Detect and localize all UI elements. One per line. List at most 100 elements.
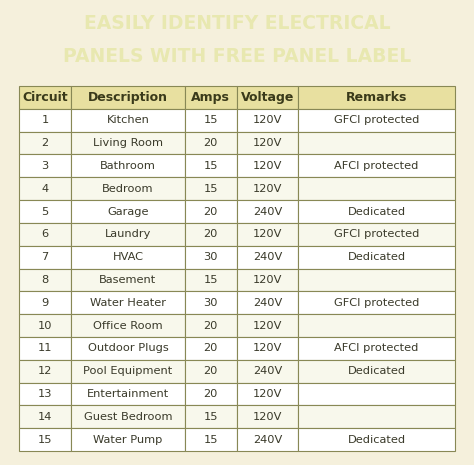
FancyBboxPatch shape: [298, 383, 455, 405]
FancyBboxPatch shape: [19, 154, 71, 177]
FancyBboxPatch shape: [237, 86, 298, 109]
Text: Office Room: Office Room: [93, 320, 163, 331]
FancyBboxPatch shape: [237, 292, 298, 314]
Text: Remarks: Remarks: [346, 91, 407, 104]
FancyBboxPatch shape: [185, 360, 237, 383]
Text: 20: 20: [204, 138, 218, 148]
FancyBboxPatch shape: [298, 360, 455, 383]
FancyBboxPatch shape: [237, 269, 298, 292]
FancyBboxPatch shape: [237, 246, 298, 269]
Text: 7: 7: [42, 252, 49, 262]
FancyBboxPatch shape: [19, 223, 71, 246]
FancyBboxPatch shape: [185, 246, 237, 269]
FancyBboxPatch shape: [71, 383, 185, 405]
Text: Pool Equipment: Pool Equipment: [83, 366, 173, 376]
FancyBboxPatch shape: [19, 337, 71, 360]
Text: 30: 30: [204, 252, 218, 262]
FancyBboxPatch shape: [185, 132, 237, 154]
Text: GFCI protected: GFCI protected: [334, 229, 419, 239]
FancyBboxPatch shape: [19, 360, 71, 383]
FancyBboxPatch shape: [298, 314, 455, 337]
Text: Description: Description: [88, 91, 168, 104]
FancyBboxPatch shape: [19, 428, 71, 451]
FancyBboxPatch shape: [298, 428, 455, 451]
Text: Living Room: Living Room: [93, 138, 163, 148]
Text: 1: 1: [42, 115, 49, 125]
Text: 15: 15: [204, 275, 218, 285]
Text: Dedicated: Dedicated: [347, 206, 406, 217]
Text: Water Pump: Water Pump: [93, 435, 163, 445]
FancyBboxPatch shape: [237, 132, 298, 154]
FancyBboxPatch shape: [19, 86, 71, 109]
Text: GFCI protected: GFCI protected: [334, 115, 419, 125]
Text: Bedroom: Bedroom: [102, 184, 154, 194]
Text: EASILY IDENTIFY ELECTRICAL: EASILY IDENTIFY ELECTRICAL: [84, 14, 390, 33]
Text: 20: 20: [204, 343, 218, 353]
FancyBboxPatch shape: [237, 109, 298, 132]
FancyBboxPatch shape: [71, 269, 185, 292]
FancyBboxPatch shape: [237, 337, 298, 360]
FancyBboxPatch shape: [19, 132, 71, 154]
FancyBboxPatch shape: [185, 383, 237, 405]
Text: 6: 6: [42, 229, 49, 239]
FancyBboxPatch shape: [237, 314, 298, 337]
Text: 2: 2: [42, 138, 49, 148]
FancyBboxPatch shape: [71, 405, 185, 428]
Text: 120V: 120V: [253, 161, 282, 171]
FancyBboxPatch shape: [19, 383, 71, 405]
FancyBboxPatch shape: [185, 109, 237, 132]
Text: 10: 10: [38, 320, 52, 331]
FancyBboxPatch shape: [185, 269, 237, 292]
Text: 120V: 120V: [253, 389, 282, 399]
Text: 20: 20: [204, 229, 218, 239]
Text: 3: 3: [42, 161, 49, 171]
Text: 11: 11: [38, 343, 52, 353]
Text: 240V: 240V: [253, 206, 282, 217]
Text: 120V: 120V: [253, 320, 282, 331]
FancyBboxPatch shape: [185, 154, 237, 177]
Text: 15: 15: [38, 435, 52, 445]
Text: 8: 8: [42, 275, 49, 285]
Text: Voltage: Voltage: [241, 91, 294, 104]
FancyBboxPatch shape: [298, 86, 455, 109]
Text: 15: 15: [204, 435, 218, 445]
FancyBboxPatch shape: [71, 337, 185, 360]
Text: 15: 15: [204, 161, 218, 171]
Text: GFCI protected: GFCI protected: [334, 298, 419, 308]
FancyBboxPatch shape: [71, 360, 185, 383]
FancyBboxPatch shape: [237, 223, 298, 246]
Text: 120V: 120V: [253, 343, 282, 353]
FancyBboxPatch shape: [298, 337, 455, 360]
FancyBboxPatch shape: [19, 269, 71, 292]
Text: 12: 12: [38, 366, 52, 376]
Text: 240V: 240V: [253, 252, 282, 262]
Text: PANELS WITH FREE PANEL LABEL: PANELS WITH FREE PANEL LABEL: [63, 46, 411, 66]
FancyBboxPatch shape: [19, 177, 71, 200]
Text: 4: 4: [42, 184, 49, 194]
FancyBboxPatch shape: [185, 405, 237, 428]
Text: Dedicated: Dedicated: [347, 366, 406, 376]
FancyBboxPatch shape: [71, 292, 185, 314]
Text: 240V: 240V: [253, 298, 282, 308]
Text: Outdoor Plugs: Outdoor Plugs: [88, 343, 168, 353]
Text: 5: 5: [42, 206, 49, 217]
Text: HVAC: HVAC: [112, 252, 144, 262]
FancyBboxPatch shape: [237, 360, 298, 383]
Text: 240V: 240V: [253, 435, 282, 445]
Text: 9: 9: [42, 298, 49, 308]
Text: 120V: 120V: [253, 275, 282, 285]
FancyBboxPatch shape: [298, 269, 455, 292]
FancyBboxPatch shape: [298, 132, 455, 154]
FancyBboxPatch shape: [19, 314, 71, 337]
Text: 15: 15: [204, 115, 218, 125]
Text: Bathroom: Bathroom: [100, 161, 156, 171]
Text: 120V: 120V: [253, 138, 282, 148]
Text: 120V: 120V: [253, 412, 282, 422]
Text: Entertainment: Entertainment: [87, 389, 169, 399]
FancyBboxPatch shape: [185, 337, 237, 360]
Text: Circuit: Circuit: [22, 91, 68, 104]
FancyBboxPatch shape: [185, 86, 237, 109]
FancyBboxPatch shape: [298, 200, 455, 223]
FancyBboxPatch shape: [185, 428, 237, 451]
FancyBboxPatch shape: [19, 292, 71, 314]
